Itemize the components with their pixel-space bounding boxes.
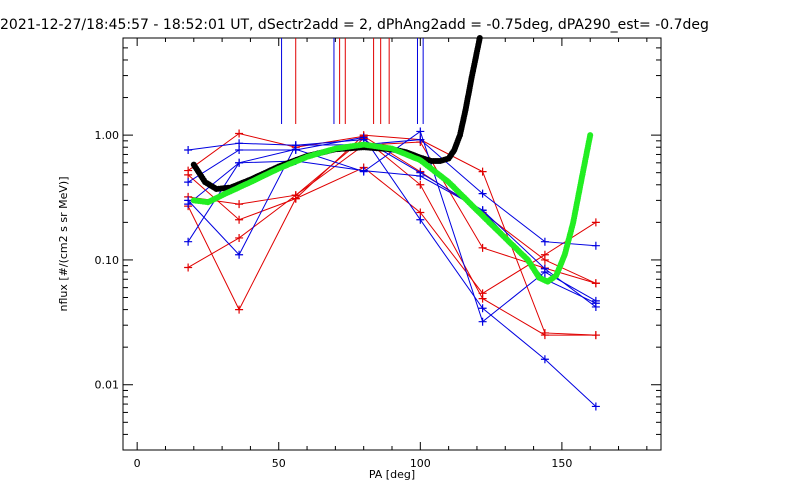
y-axis-label: nflux [#/(cm2 s sr MeV)]	[57, 177, 70, 312]
data-point	[359, 133, 368, 142]
data-point	[359, 166, 368, 175]
data-point	[184, 237, 193, 246]
data-point	[591, 402, 600, 411]
series-line	[188, 139, 597, 308]
data-point	[235, 139, 244, 148]
data-point	[416, 215, 425, 224]
data-point	[235, 215, 244, 224]
fit-curve-point	[587, 132, 594, 139]
series-line	[187, 166, 597, 294]
data-point	[540, 328, 549, 337]
axes: 0 50 100 150 0.01 0.10 1.00	[95, 38, 661, 470]
fit-curve-point	[476, 35, 483, 41]
x-tick-label: 0	[134, 457, 141, 470]
data-point	[416, 208, 425, 217]
data-point	[416, 127, 425, 136]
data-point	[478, 189, 487, 198]
data-point	[416, 180, 425, 189]
series-line	[187, 136, 597, 407]
data-point	[540, 268, 549, 277]
fit-curves	[190, 35, 594, 285]
series-line	[187, 132, 597, 284]
data-point	[591, 241, 600, 250]
chart-title: 2021-12-27/18:45:57 - 18:52:01 UT, dSect…	[0, 17, 709, 33]
data-point	[540, 355, 549, 364]
data-point	[540, 237, 549, 246]
data-point	[291, 194, 300, 203]
data-point	[478, 167, 487, 176]
series-line	[187, 130, 597, 323]
data-point	[184, 263, 193, 272]
data-point	[235, 233, 244, 242]
x-tick-label: 50	[272, 457, 286, 470]
data-point	[184, 145, 193, 154]
series-line	[188, 137, 596, 336]
data-point	[591, 279, 600, 288]
data-point	[540, 255, 549, 264]
series-line	[187, 141, 597, 284]
data-point	[184, 200, 193, 209]
series-line	[187, 134, 596, 336]
vertical-markers	[281, 38, 424, 124]
x-axis-label: PA [deg]	[369, 468, 415, 481]
data-point	[235, 305, 244, 314]
series-line	[187, 139, 596, 256]
data-point	[416, 172, 425, 181]
data-point	[591, 331, 600, 340]
data-point	[591, 218, 600, 227]
data-point	[235, 158, 244, 167]
data-point	[235, 200, 244, 209]
data-point	[478, 304, 487, 313]
data-point	[478, 317, 487, 326]
data-point	[235, 129, 244, 138]
data-point	[478, 243, 487, 252]
x-tick-label: 100	[410, 457, 431, 470]
y-tick-label: 1.00	[95, 129, 120, 142]
data-point	[591, 299, 600, 308]
data-point	[184, 178, 193, 187]
data-point	[235, 145, 244, 154]
data-point	[235, 250, 244, 259]
data-point	[291, 145, 300, 154]
y-tick-label: 0.10	[95, 254, 120, 267]
data-series	[184, 127, 600, 411]
x-tick-label: 150	[551, 457, 572, 470]
data-point	[478, 294, 487, 303]
y-tick-label: 0.01	[95, 379, 120, 392]
data-point	[184, 166, 193, 175]
